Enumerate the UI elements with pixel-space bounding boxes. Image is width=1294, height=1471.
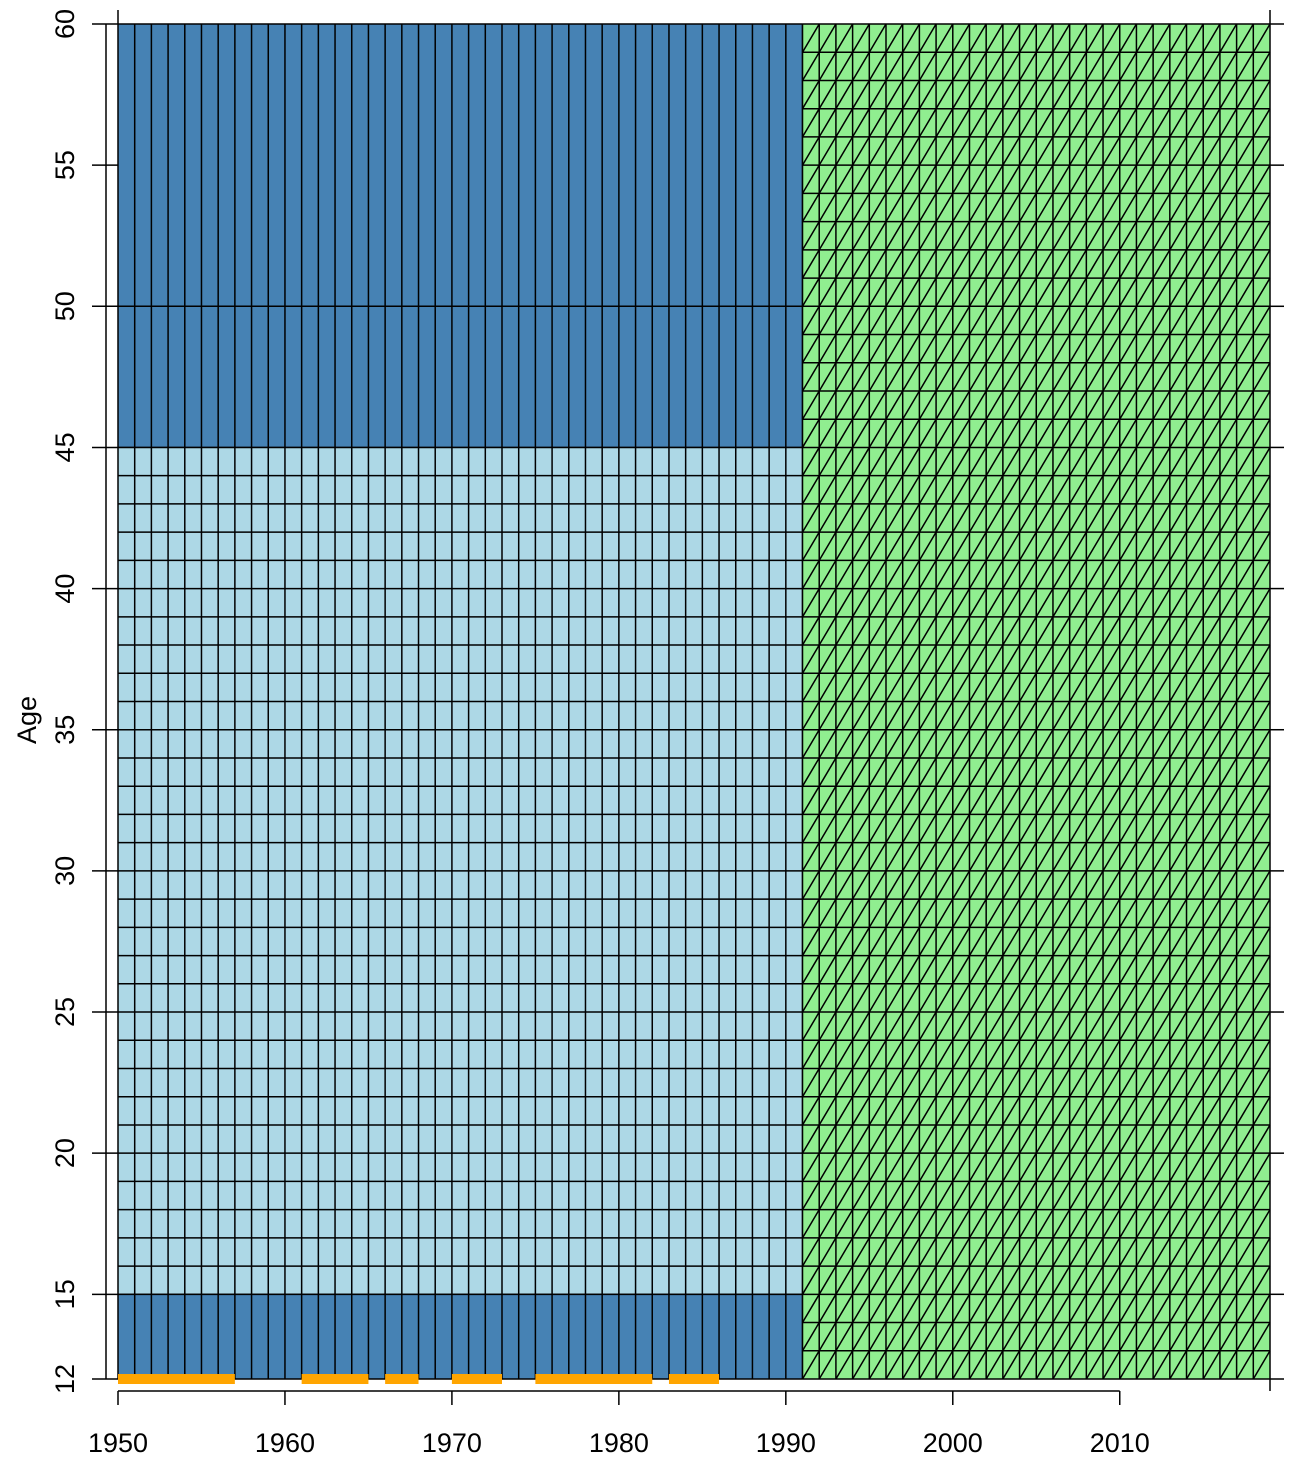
marker-segment: [385, 1374, 419, 1384]
x-tick-label: 1990: [756, 1428, 816, 1458]
x-tick-label: 1960: [255, 1428, 315, 1458]
y-tick-label: 35: [50, 715, 80, 745]
x-tick-label: 2010: [1090, 1428, 1150, 1458]
y-tick-label: 15: [50, 1279, 80, 1309]
y-tick-label: 60: [50, 9, 80, 39]
region-3-gridlines: [801, 23, 1271, 1380]
x-tick-label: 1970: [422, 1428, 482, 1458]
y-tick-label: 20: [50, 1138, 80, 1168]
region-1-gridlines: [117, 446, 804, 1296]
region-2: [118, 1294, 803, 1379]
y-tick-label: 12: [50, 1364, 80, 1394]
marker-segments: [118, 1374, 720, 1384]
marker-segment: [118, 1374, 235, 1384]
y-tick-label: 30: [50, 856, 80, 886]
marker-segment: [301, 1374, 369, 1384]
y-tick-label: 40: [50, 574, 80, 604]
y-tick-label: 55: [50, 150, 80, 180]
x-tick-label: 1950: [88, 1428, 148, 1458]
marker-segment: [668, 1374, 720, 1384]
chart-cells: [117, 23, 1271, 1380]
y-tick-label: 50: [50, 291, 80, 321]
marker-segment: [535, 1374, 653, 1384]
marker-segment: [451, 1374, 502, 1384]
axes: 1950 1960 1970 1980 1990 2000 2010 12 15 20 25 30 35…: [50, 9, 1284, 1458]
y-tick-label: 45: [50, 432, 80, 462]
region-0-gridlines: [117, 23, 804, 449]
y-tick-label: 25: [50, 997, 80, 1027]
y-axis-title: Age: [12, 696, 42, 744]
x-tick-label: 2000: [923, 1428, 983, 1458]
region-0: [118, 24, 803, 448]
x-tick-label: 1980: [589, 1428, 649, 1458]
